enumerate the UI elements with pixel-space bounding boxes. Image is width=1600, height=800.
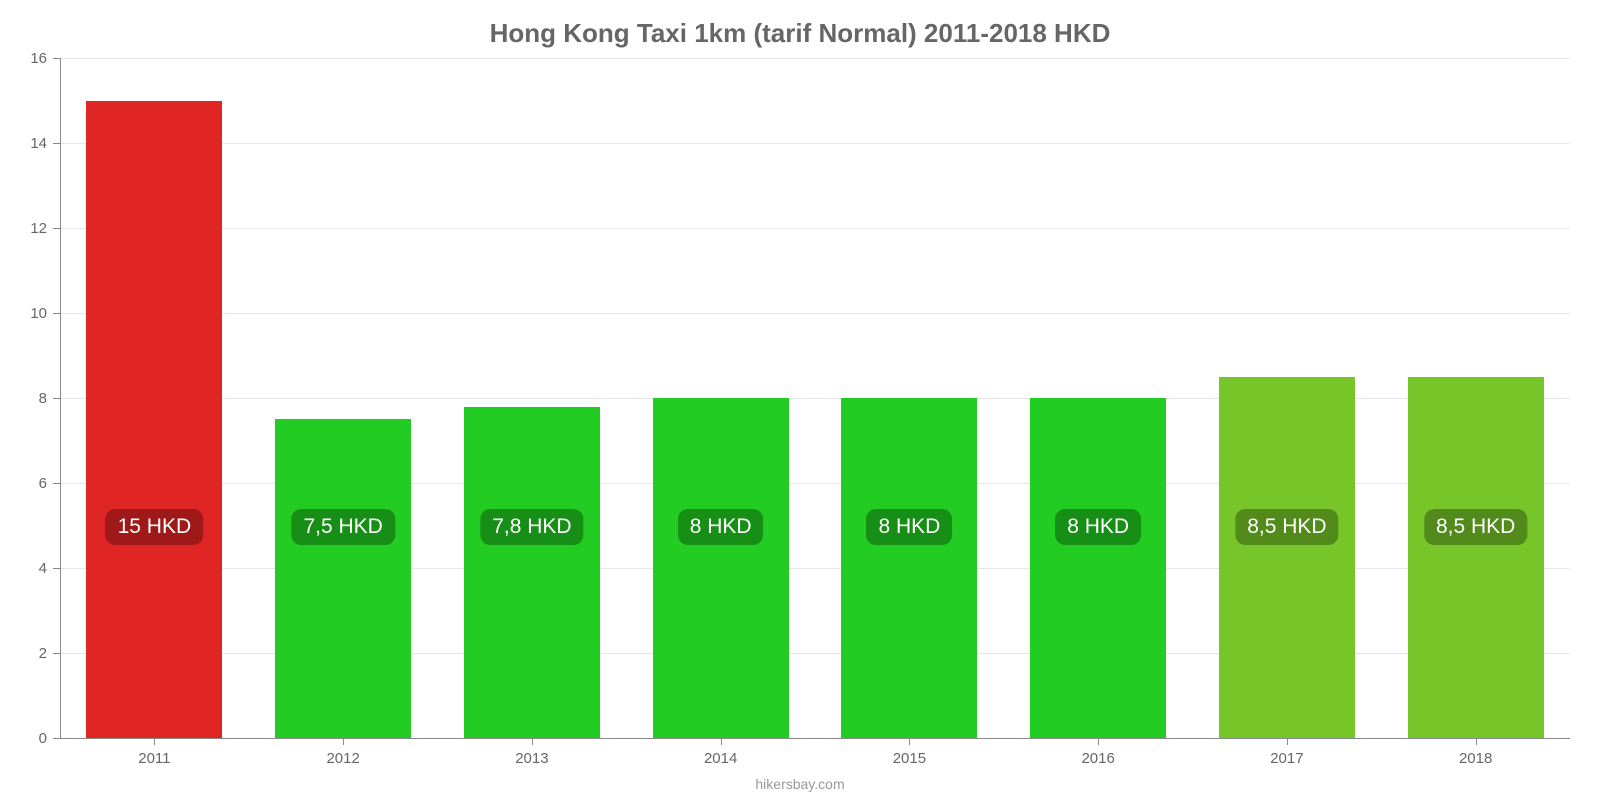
y-tick (53, 483, 60, 484)
gridline (60, 143, 1570, 144)
gridline (60, 228, 1570, 229)
x-tick (1287, 738, 1288, 745)
y-tick (53, 568, 60, 569)
y-tick-label: 8 (15, 390, 47, 407)
y-tick-label: 16 (15, 50, 47, 67)
x-tick-label: 2015 (893, 750, 926, 767)
bar (841, 398, 977, 738)
y-tick-label: 10 (15, 305, 47, 322)
chart-title: Hong Kong Taxi 1km (tarif Normal) 2011-2… (0, 18, 1600, 49)
bar (1219, 377, 1355, 738)
y-tick-label: 0 (15, 730, 47, 747)
y-tick (53, 398, 60, 399)
bar (1030, 398, 1166, 738)
y-tick-label: 6 (15, 475, 47, 492)
x-tick-label: 2017 (1270, 750, 1303, 767)
x-tick-label: 2013 (515, 750, 548, 767)
x-tick (343, 738, 344, 745)
y-tick-label: 12 (15, 220, 47, 237)
bar-value-label: 15 HKD (106, 509, 204, 545)
bar (275, 419, 411, 738)
y-tick-label: 14 (15, 135, 47, 152)
source-label: hikersbay.com (0, 776, 1600, 792)
bar (86, 101, 222, 739)
x-tick (909, 738, 910, 745)
y-tick (53, 313, 60, 314)
bar-value-label: 8 HKD (678, 509, 764, 545)
bar (1408, 377, 1544, 738)
y-tick-label: 2 (15, 645, 47, 662)
gridline (60, 313, 1570, 314)
y-tick (53, 143, 60, 144)
x-tick (721, 738, 722, 745)
bar-value-label: 7,8 HKD (480, 509, 583, 545)
x-tick-label: 2014 (704, 750, 737, 767)
x-tick-label: 2012 (326, 750, 359, 767)
gridline (60, 58, 1570, 59)
x-tick (154, 738, 155, 745)
x-tick-label: 2018 (1459, 750, 1492, 767)
x-tick (532, 738, 533, 745)
y-tick (53, 738, 60, 739)
bar (653, 398, 789, 738)
y-tick (53, 58, 60, 59)
bar (464, 407, 600, 739)
x-tick-label: 2011 (138, 750, 170, 767)
bar-value-label: 8 HKD (1055, 509, 1141, 545)
x-tick-label: 2016 (1081, 750, 1114, 767)
bar-value-label: 8,5 HKD (1235, 509, 1338, 545)
x-tick (1476, 738, 1477, 745)
x-axis (60, 738, 1570, 739)
y-tick-label: 4 (15, 560, 47, 577)
bar-chart: Hong Kong Taxi 1km (tarif Normal) 2011-2… (0, 0, 1600, 800)
y-tick (53, 653, 60, 654)
x-tick (1098, 738, 1099, 745)
plot-area: 0246810121416201115 HKD20127,5 HKD20137,… (60, 58, 1570, 738)
y-axis (60, 58, 61, 738)
y-tick (53, 228, 60, 229)
bar-value-label: 7,5 HKD (291, 509, 394, 545)
bar-value-label: 8 HKD (866, 509, 952, 545)
bar-value-label: 8,5 HKD (1424, 509, 1527, 545)
